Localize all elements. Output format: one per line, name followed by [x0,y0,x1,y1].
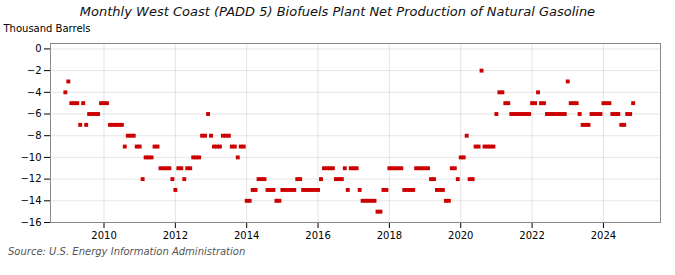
html-text:Monthly West Coast (PADD 5) Bi: Monthly West Coast (PADD 5) Biofuels Pla… [79,4,596,19]
svg-text:2024: 2024 [591,230,616,241]
svg-text:2012: 2012 [163,230,188,241]
svg-text:2010: 2010 [91,230,116,241]
svg-text:2022: 2022 [519,230,544,241]
svg-text:−6: −6 [27,108,42,119]
svg-text:−2: −2 [27,65,42,76]
svg-text:−4: −4 [27,87,42,98]
svg-text:2014: 2014 [234,230,259,241]
svg-text:−10: −10 [20,152,41,163]
svg-text:Thousand Barrels: Thousand Barrels [3,23,91,34]
svg-text:−12: −12 [20,173,41,184]
svg-text:−8: −8 [27,130,42,141]
svg-text:2016: 2016 [305,230,330,241]
html-text:Source: U.S. Energy Informatio: Source: U.S. Energy Information Administ… [8,246,246,257]
svg-text:0: 0 [35,43,41,54]
svg-text:−14: −14 [20,195,41,206]
svg-text:−16: −16 [20,217,41,228]
svg-text:2018: 2018 [377,230,402,241]
svg-text:2020: 2020 [448,230,473,241]
